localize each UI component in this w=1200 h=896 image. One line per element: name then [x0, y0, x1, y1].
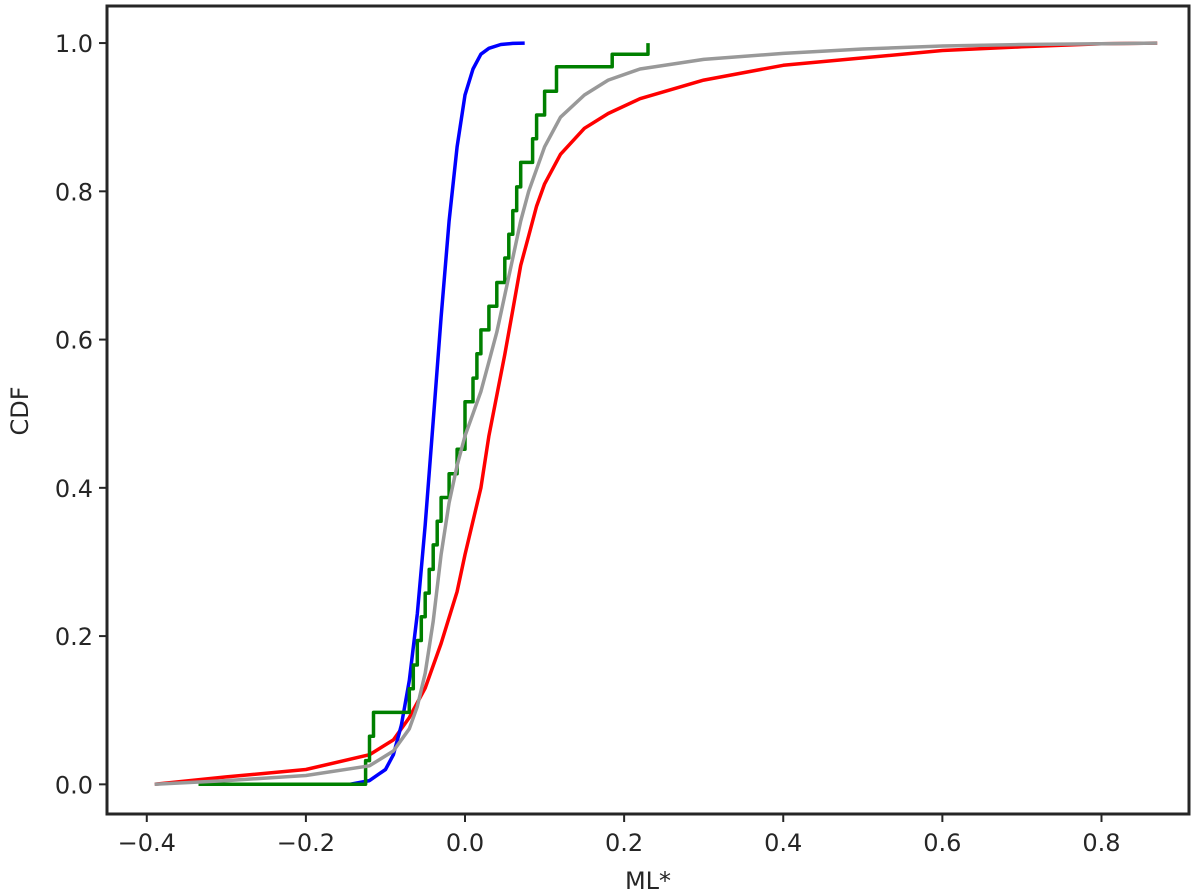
axes-frame	[105, 4, 1191, 816]
x-tick-label: −0.4	[118, 829, 176, 857]
y-axis-label: CDF	[6, 386, 34, 435]
series-layer	[154, 41, 1158, 787]
y-tick-label: 0.2	[55, 623, 93, 651]
series-line-3	[198, 43, 650, 787]
y-tick-label: 0.6	[55, 327, 93, 355]
x-tick-label: 0.8	[1082, 829, 1120, 857]
series-line-1	[154, 41, 1158, 787]
y-tick-label: 0.8	[55, 178, 93, 206]
series-line-4	[154, 41, 1158, 787]
x-axis-label: ML*	[625, 867, 671, 895]
x-tick-label: 0.2	[605, 829, 643, 857]
x-tick-label: 0.6	[923, 829, 961, 857]
x-axis: −0.4 −0.2 0.0 0.2 0.4 0.6 0.8	[118, 814, 1121, 857]
y-axis: 0.0 0.2 0.4 0.6 0.8 1.0	[55, 30, 107, 799]
y-tick-label: 0.4	[55, 475, 93, 503]
x-tick-label: 0.4	[764, 829, 802, 857]
y-tick-label: 0.0	[55, 771, 93, 799]
x-tick-label: 0.0	[446, 829, 484, 857]
y-tick-label: 1.0	[55, 30, 93, 58]
series-line-2	[349, 41, 525, 787]
x-tick-label: −0.2	[277, 829, 335, 857]
